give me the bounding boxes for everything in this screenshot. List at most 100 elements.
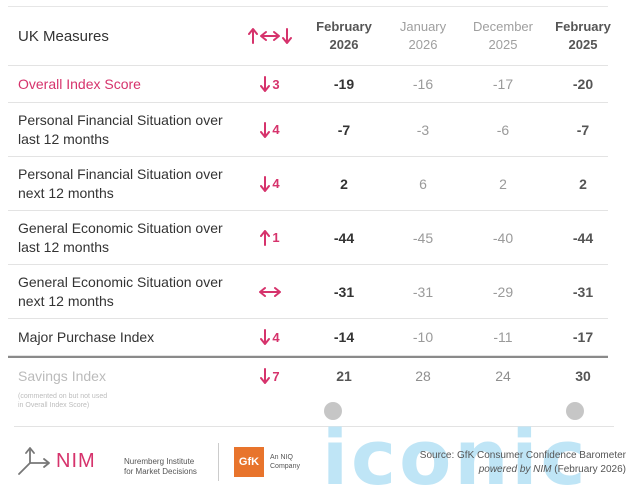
row-label: Personal Financial Situation over last 1… xyxy=(18,111,223,147)
value-feb-2026: -14 xyxy=(333,329,355,345)
measures-header-label: UK Measures xyxy=(18,27,109,45)
table-row-pfs-next: Personal Financial Situation over next 1… xyxy=(8,157,608,211)
row-label: General Economic Situation over last 12 … xyxy=(18,219,223,255)
change-value: 4 xyxy=(272,122,280,137)
column-header-line1: February xyxy=(555,19,611,34)
value-feb-2025: -44 xyxy=(572,229,594,246)
value-feb-2025: -31 xyxy=(572,283,594,300)
row-change: 7 xyxy=(240,358,300,424)
table-row-pfs-last: Personal Financial Situation over last 1… xyxy=(8,103,608,157)
gfk-sub-line1: An NIQ xyxy=(270,454,293,461)
value-jan-2026: -16 xyxy=(412,76,434,92)
arrow-down-icon xyxy=(260,76,271,92)
value-dec-2025: 2 xyxy=(499,175,507,192)
change-value: 4 xyxy=(272,329,280,345)
value-jan-2026: 28 xyxy=(415,368,431,384)
value-dec-2025: -40 xyxy=(492,229,514,246)
savings-note-line2: in Overall Index Score) xyxy=(18,402,90,409)
row-label: Savings Index xyxy=(18,368,106,384)
change-value: 7 xyxy=(272,368,280,384)
nim-arrows-icon xyxy=(18,447,50,475)
row-change: 1 xyxy=(240,211,300,264)
row-change: 4 xyxy=(240,103,300,156)
column-header-line1: December xyxy=(473,19,533,34)
value-feb-2025: -17 xyxy=(572,329,594,345)
measures-table: UK Measures February 2026 Janu xyxy=(8,6,611,424)
column-header-line2: 2025 xyxy=(568,37,598,52)
column-header-line2: 2026 xyxy=(408,37,438,52)
value-feb-2025: -7 xyxy=(576,121,590,138)
nim-institute-line1: Nuremberg Institute xyxy=(124,457,195,466)
grey-dot-right xyxy=(566,402,584,420)
watermark-text: iconic xyxy=(322,413,589,502)
value-feb-2026: -31 xyxy=(333,283,355,300)
arrow-down-icon xyxy=(260,175,271,192)
column-header-jan-2026: January 2026 xyxy=(382,7,464,65)
source-line2: powered by NIM (February 2026) xyxy=(420,463,626,477)
source-date: (February 2026) xyxy=(551,464,626,475)
row-change: 4 xyxy=(240,319,300,355)
arrow-up-icon xyxy=(260,229,271,246)
arrow-down-icon xyxy=(260,329,271,345)
nim-institute-name: Nuremberg Institute for Market Decisions xyxy=(124,457,197,477)
logo-separator xyxy=(218,443,219,481)
arrow-down-icon xyxy=(260,368,271,384)
value-feb-2026: 2 xyxy=(340,175,348,192)
value-feb-2025: -20 xyxy=(572,76,594,92)
nim-logo: NIM xyxy=(16,446,96,476)
value-dec-2025: -17 xyxy=(492,76,514,92)
row-change xyxy=(240,265,300,318)
value-dec-2025: -6 xyxy=(496,121,510,138)
row-label: General Economic Situation over next 12 … xyxy=(18,273,223,309)
nim-logo-text: NIM xyxy=(56,449,96,472)
change-value: 3 xyxy=(272,76,280,92)
value-feb-2026: -19 xyxy=(333,76,355,92)
value-dec-2025: -11 xyxy=(493,329,513,345)
source-powered-by: powered by NIM xyxy=(478,464,552,475)
source-note: Source: GfK Consumer Confidence Baromete… xyxy=(420,449,626,477)
column-header-line1: January xyxy=(399,19,447,34)
column-header-line2: 2025 xyxy=(488,37,518,52)
arrow-down-icon xyxy=(260,121,271,138)
value-jan-2026: -10 xyxy=(412,329,434,345)
value-feb-2026: -44 xyxy=(333,229,355,246)
iconic-watermark: iconic xyxy=(322,418,589,498)
value-jan-2026: -45 xyxy=(412,229,434,246)
row-change: 3 xyxy=(240,66,300,102)
table-row-major-purchase: Major Purchase Index 4 -14 -10 -11 -17 xyxy=(8,319,608,356)
savings-note-line1: (commented on but not used xyxy=(18,393,108,400)
savings-label-block: Savings Index (commented on but not used… xyxy=(18,358,228,424)
column-header-line1: February xyxy=(316,19,372,34)
column-header-feb-2026: February 2026 xyxy=(303,7,385,65)
source-line1: Source: GfK Consumer Confidence Baromete… xyxy=(419,450,626,461)
value-feb-2025: 2 xyxy=(579,175,587,192)
column-header-feb-2025: February 2025 xyxy=(542,7,624,65)
table-row-savings: Savings Index (commented on but not used… xyxy=(8,356,608,424)
value-feb-2025: 30 xyxy=(575,368,591,384)
change-value: 4 xyxy=(272,176,280,191)
row-label: Personal Financial Situation over next 1… xyxy=(18,165,223,201)
change-value: 1 xyxy=(272,230,280,245)
row-label: Overall Index Score xyxy=(18,75,141,92)
column-header-line2: 2026 xyxy=(329,37,359,52)
gfk-sub-line2: Company xyxy=(270,463,300,470)
gfk-logo: GfK xyxy=(234,447,264,477)
change-header xyxy=(240,7,300,65)
value-jan-2026: 6 xyxy=(419,175,427,192)
table-row-ges-last: General Economic Situation over last 12 … xyxy=(8,211,608,265)
value-dec-2025: -29 xyxy=(492,283,514,300)
value-dec-2025: 24 xyxy=(495,368,511,384)
row-change: 4 xyxy=(240,157,300,210)
gfk-niq-caption: An NIQ Company xyxy=(270,453,300,471)
value-feb-2026: -7 xyxy=(337,121,351,138)
footer-divider xyxy=(14,426,614,427)
nim-institute-line2: for Market Decisions xyxy=(124,467,197,476)
value-feb-2026: 21 xyxy=(336,368,352,384)
value-jan-2026: -31 xyxy=(412,283,434,300)
table-row-overall-index: Overall Index Score 3 -19 -16 -17 -20 xyxy=(8,66,608,103)
row-label: Major Purchase Index xyxy=(18,328,155,345)
value-jan-2026: -3 xyxy=(416,121,430,138)
grey-dot-left xyxy=(324,402,342,420)
up-left-right-down-arrows-icon xyxy=(248,27,292,45)
